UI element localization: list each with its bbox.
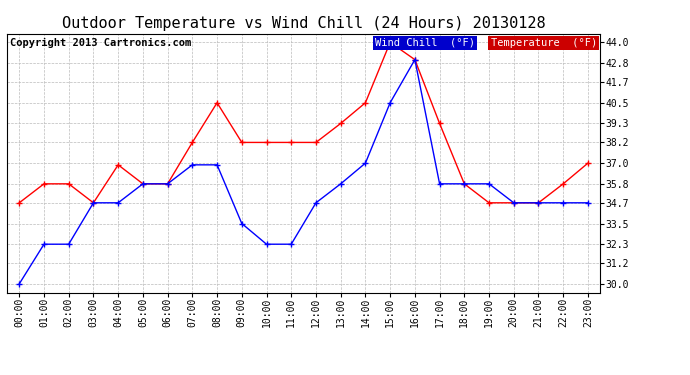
Text: Copyright 2013 Cartronics.com: Copyright 2013 Cartronics.com bbox=[10, 38, 191, 48]
Title: Outdoor Temperature vs Wind Chill (24 Hours) 20130128: Outdoor Temperature vs Wind Chill (24 Ho… bbox=[62, 16, 545, 31]
Text: Wind Chill  (°F): Wind Chill (°F) bbox=[375, 38, 475, 48]
Text: Temperature  (°F): Temperature (°F) bbox=[491, 38, 597, 48]
